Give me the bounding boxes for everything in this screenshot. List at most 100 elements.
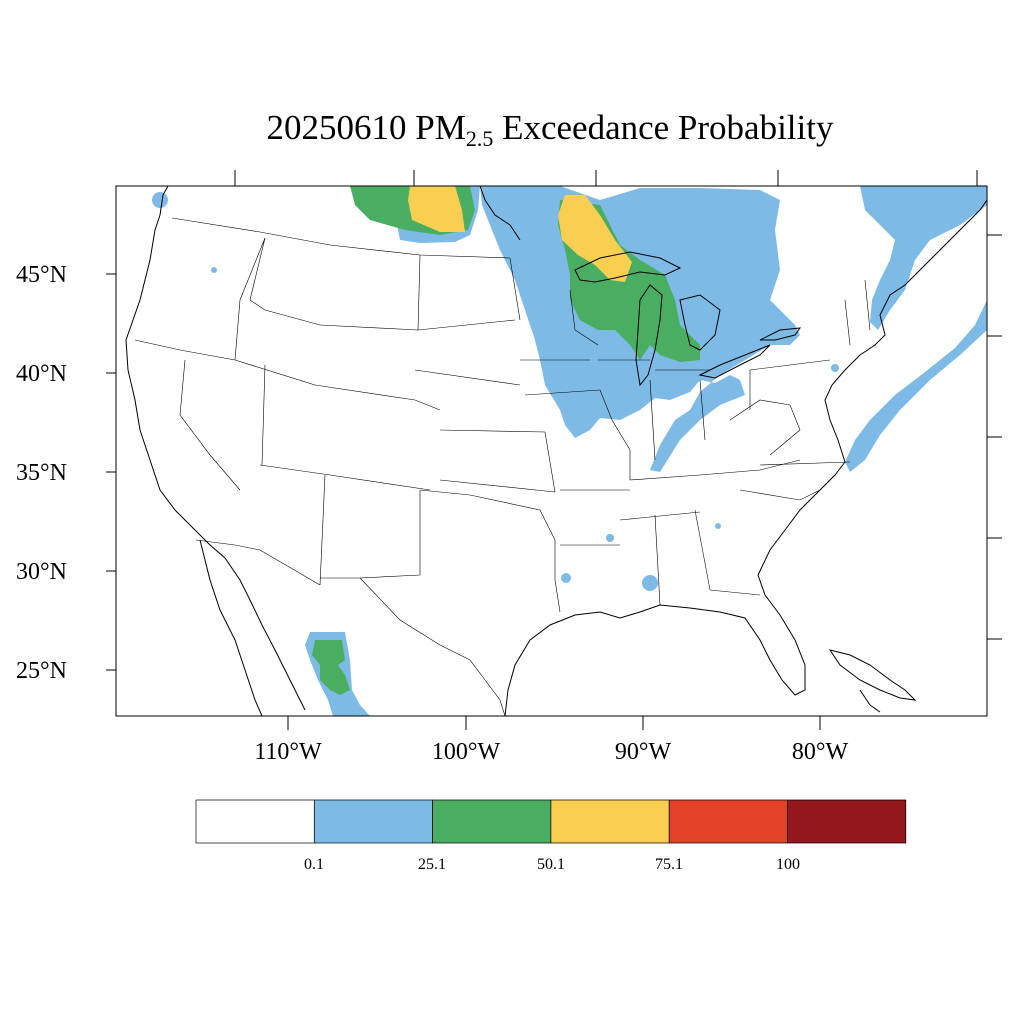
blue-spot-louisiana <box>642 575 658 591</box>
map-area <box>125 186 987 716</box>
border-tx-la <box>554 540 561 613</box>
border-sd-ne <box>414 369 521 386</box>
colorbar-label-2: 50.1 <box>537 856 565 873</box>
great-lakes-huron <box>679 294 721 351</box>
border-al-ga <box>694 509 711 591</box>
border-il-in <box>649 379 656 461</box>
border-mn-wi <box>569 289 599 346</box>
title-pm-subscript: 2.5 <box>465 126 494 151</box>
title-date: 20250610 <box>266 108 407 147</box>
title-rest: Exceedance Probability <box>502 108 834 147</box>
blue-spot-arkansas <box>606 534 614 542</box>
yellow-region-montana <box>408 186 465 232</box>
lat-label-25: 25°N <box>16 658 67 684</box>
map-title: 20250610 PM2.5 Exceedance Probability <box>0 108 1024 152</box>
border-nv-ut <box>261 364 266 466</box>
green-regions <box>312 186 700 695</box>
colorbar-swatch-2 <box>432 799 552 844</box>
border-ks-ok <box>439 479 556 493</box>
pacific-coastline <box>125 186 169 371</box>
title-pm: PM <box>415 108 466 147</box>
border-nc-sc <box>739 489 821 501</box>
border-mt-nd <box>417 254 421 331</box>
map-frame <box>115 185 988 717</box>
border-pa-ny <box>749 359 831 371</box>
border-ut-az <box>259 464 331 476</box>
border-nd-sd <box>417 319 516 331</box>
border-wy-co <box>314 384 441 411</box>
great-lakes-erie <box>698 344 771 379</box>
great-lakes-michigan <box>635 284 663 387</box>
colorbar-swatch-0 <box>195 799 315 844</box>
yellow-regions <box>408 186 632 282</box>
border-nm-tx <box>320 490 421 579</box>
lon-label-110: 110°W <box>254 739 322 765</box>
colorbar-swatch-4 <box>668 799 788 844</box>
border-id-ut <box>234 359 316 386</box>
lon-label-100: 100°W <box>431 739 501 765</box>
tick-marks <box>106 170 1002 730</box>
border-in-oh <box>699 379 706 441</box>
blue-spot-east-texas <box>561 573 571 583</box>
lon-label-90: 90°W <box>614 739 672 765</box>
blue-spot-pennsylvania <box>831 364 839 372</box>
colorbar-swatch-5 <box>787 799 907 844</box>
yellow-region-minnesota <box>558 195 632 282</box>
colorbar-swatch-3 <box>550 799 670 844</box>
border-ny-vt <box>844 299 851 346</box>
border-co-nm <box>329 474 431 491</box>
blue-spot-georgia <box>715 523 721 529</box>
border-ne-ks <box>439 429 546 433</box>
blue-spot-idaho <box>211 267 217 273</box>
lat-label-40: 40°N <box>16 361 67 387</box>
blue-region-atlantic-band <box>845 300 987 472</box>
coastlines <box>125 186 987 716</box>
probability-shading <box>152 186 987 716</box>
border-nd-mn <box>509 257 521 321</box>
border-mo-il <box>599 389 631 480</box>
border-wv <box>729 399 801 456</box>
great-lakes-ontario <box>759 327 802 341</box>
border-tx-mexico <box>359 577 506 716</box>
border-tn-ms <box>619 511 701 521</box>
cuba-outline <box>828 649 917 701</box>
us-canada-border <box>171 217 511 259</box>
colorbar-label-3: 75.1 <box>655 856 683 873</box>
border-me-nh <box>864 279 871 331</box>
green-region-mexico <box>312 640 350 695</box>
border-nv-ca <box>179 359 241 491</box>
lat-label-45: 45°N <box>16 262 67 288</box>
lon-label-80: 80°W <box>791 739 849 765</box>
state-boundaries <box>134 217 871 716</box>
border-id-mt <box>249 237 321 326</box>
colorbar-label-4: 100 <box>776 856 800 873</box>
pacific-coastline-south <box>127 369 306 711</box>
bahamas-outline <box>859 689 881 713</box>
border-ky-tn <box>629 459 801 481</box>
hudson-bay-coast <box>479 186 521 241</box>
border-ia-mo <box>524 389 601 396</box>
blue-spot-washington <box>152 192 168 208</box>
border-tx-ok <box>419 489 556 541</box>
lat-label-35: 35°N <box>16 460 67 486</box>
border-az-nm <box>319 474 326 586</box>
border-or-id <box>234 237 266 361</box>
border-az-mexico <box>259 549 321 586</box>
colorbar-label-1: 25.1 <box>418 856 446 873</box>
colorbar-label-0: 0.1 <box>304 856 324 873</box>
border-mo-ks <box>544 431 556 493</box>
great-lakes-superior <box>574 251 682 283</box>
border-mt-wy <box>319 324 419 331</box>
border-ca-mexico <box>195 539 261 551</box>
lat-label-30: 30°N <box>16 559 67 585</box>
border-va-nc <box>759 461 851 466</box>
colorbar <box>195 799 907 844</box>
border-ms-al <box>654 514 661 606</box>
blue-region-northeast <box>860 186 987 330</box>
border-wa-or <box>134 339 236 361</box>
atlantic-coastline <box>824 199 987 463</box>
baja-coastline <box>199 539 263 716</box>
colorbar-swatch-1 <box>313 799 433 844</box>
border-ga-fl <box>709 589 761 596</box>
